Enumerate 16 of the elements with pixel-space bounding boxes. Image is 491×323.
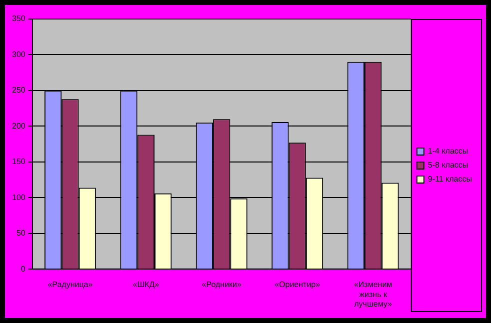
y-tick-label: 100 xyxy=(12,192,26,202)
legend-label: 9-11 классы xyxy=(428,174,472,184)
x-tick-label: «Радуница» xyxy=(48,280,94,290)
y-tick-label: 300 xyxy=(12,50,26,59)
y-tick-label: 350 xyxy=(12,14,26,24)
y-tick-label: 200 xyxy=(12,121,26,130)
y-tick-label: 50 xyxy=(16,228,26,238)
x-tick-label: «Ориентир» xyxy=(274,280,321,290)
y-tick-label: 250 xyxy=(12,86,26,95)
x-tick-label: «Родники» xyxy=(202,280,242,290)
legend-label: 1-4 классы xyxy=(428,146,468,156)
legend-label: 5-8 классы xyxy=(428,160,468,170)
y-tick-label: 0 xyxy=(20,264,26,274)
x-tick-label: «Изменим жизнь к лучшему» xyxy=(354,280,393,308)
x-tick-label: «ШКД» xyxy=(132,280,160,290)
y-tick-label: 150 xyxy=(12,157,26,166)
